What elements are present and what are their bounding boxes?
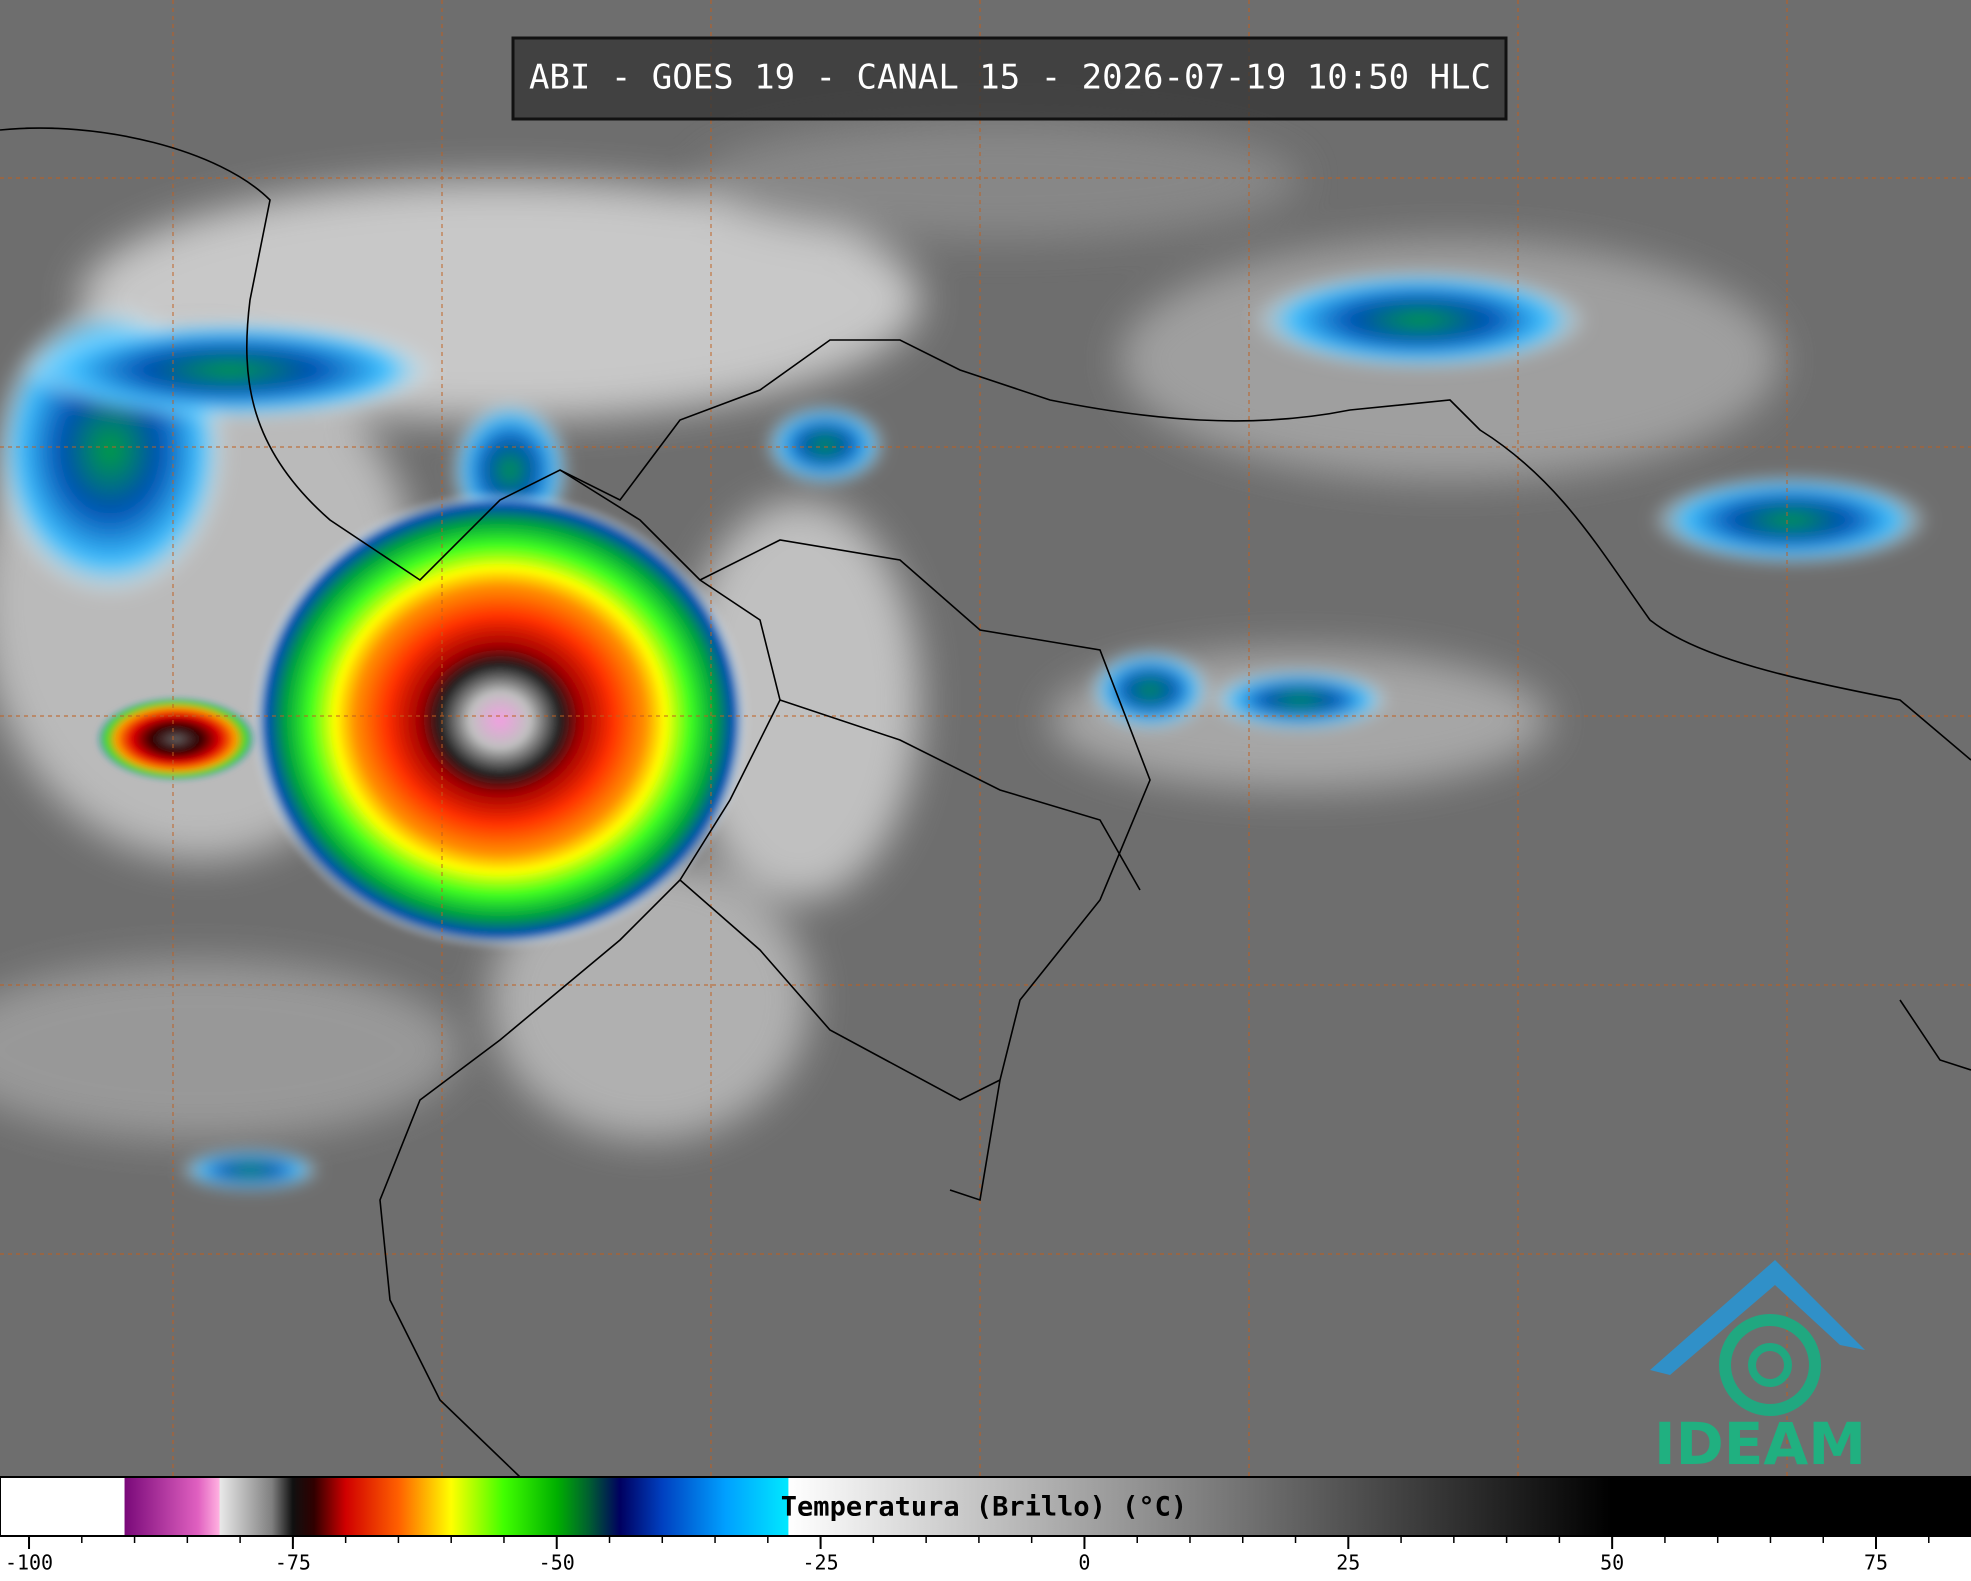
tick-label: -75 bbox=[275, 1551, 311, 1575]
tick-label: 25 bbox=[1336, 1551, 1360, 1575]
colorbar-label: Temperatura (Brillo) (°C) bbox=[781, 1492, 1187, 1523]
tick-label: -100 bbox=[5, 1551, 53, 1575]
borders bbox=[0, 127, 1971, 1478]
tick-label: 0 bbox=[1078, 1551, 1090, 1575]
map: ABI - GOES 19 - CANAL 15 - 2026-07-19 10… bbox=[0, 0, 1971, 1478]
tick-label: 50 bbox=[1600, 1551, 1624, 1575]
title: ABI - GOES 19 - CANAL 15 - 2026-07-19 10… bbox=[529, 58, 1491, 98]
tick-label: -25 bbox=[803, 1551, 839, 1575]
convection bbox=[0, 270, 1930, 1190]
logo-text: IDEAM bbox=[1654, 1410, 1866, 1478]
title-box: ABI - GOES 19 - CANAL 15 - 2026-07-19 10… bbox=[511, 36, 1508, 121]
colorbar-ramp bbox=[0, 1476, 1971, 1537]
storm-core bbox=[250, 490, 750, 950]
tick-label: 75 bbox=[1864, 1551, 1888, 1575]
tick-label: -50 bbox=[539, 1551, 575, 1575]
colorbar: Temperatura (Brillo) (°C) -100 -75 -50 -25 0… bbox=[0, 1476, 1971, 1575]
logo: IDEAM bbox=[1650, 1260, 1866, 1478]
small-storm bbox=[96, 697, 256, 781]
graticule bbox=[0, 0, 1971, 1477]
